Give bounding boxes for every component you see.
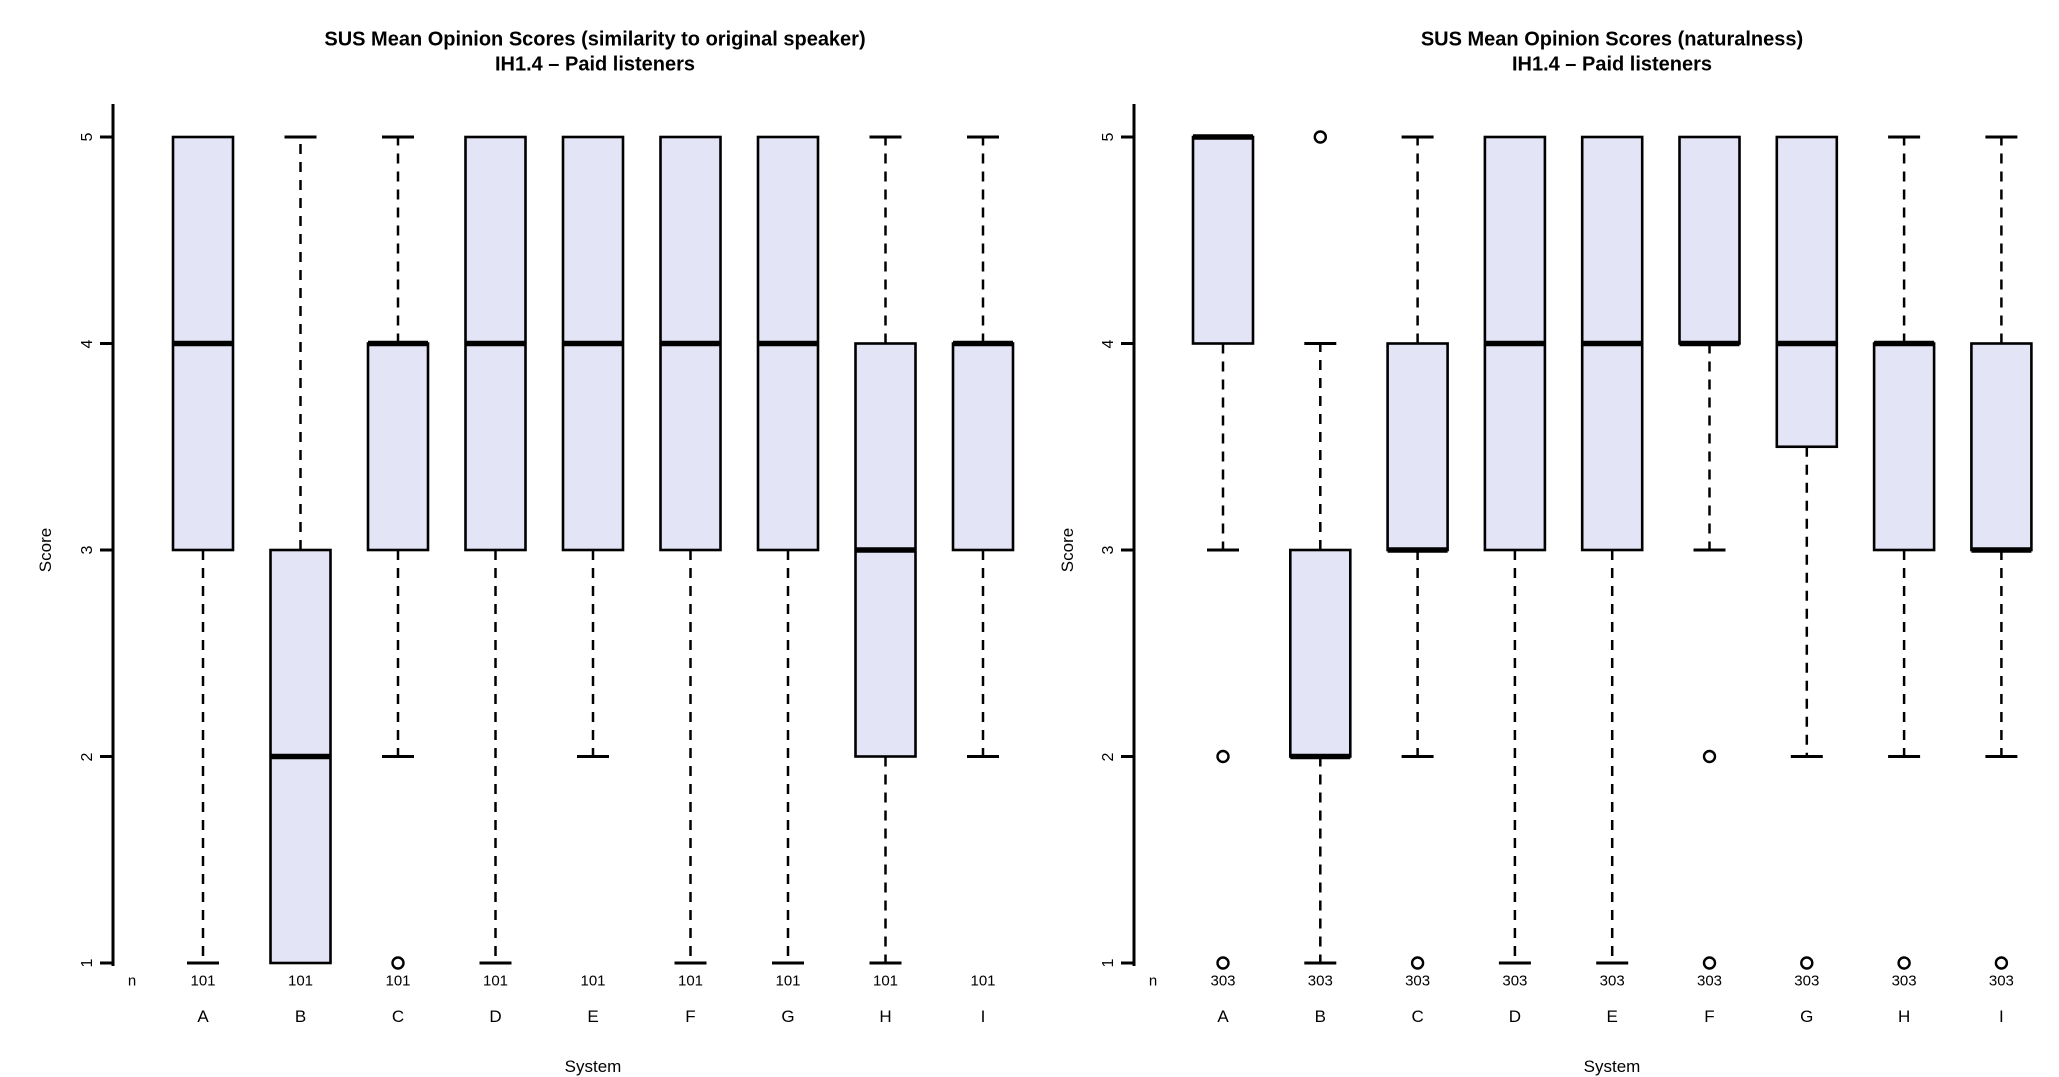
left-y-tick-label-5: 5 bbox=[79, 132, 96, 142]
right-category-label-A: A bbox=[1217, 1007, 1229, 1026]
box-left-C bbox=[366, 135, 430, 970]
iqr-box bbox=[1386, 342, 1449, 552]
box-right-D bbox=[1483, 135, 1547, 965]
left-category-label-C: C bbox=[391, 1007, 405, 1026]
right-x-axis-label: System bbox=[1583, 1057, 1641, 1076]
left-category-label-D: D bbox=[489, 1007, 502, 1026]
right-n-value-A: 303 bbox=[1210, 972, 1236, 990]
box-left-D bbox=[464, 135, 527, 965]
box-right-E bbox=[1580, 135, 1644, 965]
left-category-label-E: E bbox=[587, 1007, 599, 1026]
right-category-label-B: B bbox=[1314, 1007, 1326, 1026]
left-n-value-D: 101 bbox=[482, 972, 509, 990]
left-category-label-I: I bbox=[980, 1007, 986, 1026]
box-left-E bbox=[561, 135, 625, 758]
outlier-point bbox=[1897, 956, 1911, 970]
right-category-label-D: D bbox=[1508, 1007, 1522, 1026]
box-right-I bbox=[1970, 135, 2033, 970]
right-n-value-C: 303 bbox=[1405, 972, 1431, 990]
iqr-box bbox=[1289, 548, 1352, 758]
box-right-C bbox=[1386, 135, 1449, 970]
outlier-point bbox=[1313, 130, 1328, 144]
outlier-point bbox=[391, 956, 405, 970]
outlier-point bbox=[1702, 956, 1717, 970]
right-boxplot-panel bbox=[1121, 104, 2033, 970]
box-left-F bbox=[659, 135, 722, 965]
right-n-value-F: 303 bbox=[1696, 972, 1723, 990]
right-panel-title: SUS Mean Opinion Scores (naturalness) bbox=[1420, 28, 1804, 51]
left-y-tick-label-2: 2 bbox=[79, 752, 96, 761]
left-category-label-H: H bbox=[879, 1007, 892, 1026]
right-category-label-C: C bbox=[1411, 1007, 1424, 1026]
left-panel-title: SUS Mean Opinion Scores (similarity to o… bbox=[324, 28, 866, 51]
right-category-label-F: F bbox=[1704, 1007, 1715, 1026]
iqr-box bbox=[1678, 135, 1741, 345]
right-n-value-G: 303 bbox=[1794, 972, 1820, 990]
right-n-value-B: 303 bbox=[1307, 972, 1333, 990]
outlier-point bbox=[1216, 749, 1230, 764]
left-n-row-label: n bbox=[127, 972, 137, 990]
left-category-label-A: A bbox=[197, 1007, 209, 1026]
left-y-tick-label-1: 1 bbox=[79, 958, 96, 968]
iqr-box bbox=[1191, 135, 1255, 345]
right-y-axis-label: Score bbox=[1058, 527, 1077, 573]
right-y-tick-label-5: 5 bbox=[1100, 132, 1117, 142]
right-n-value-I: 303 bbox=[1988, 972, 2014, 990]
iqr-box bbox=[1872, 342, 1936, 552]
box-right-B bbox=[1289, 130, 1352, 965]
left-boxplot-panel bbox=[100, 104, 1015, 970]
left-n-value-C: 101 bbox=[385, 972, 411, 990]
right-category-label-G: G bbox=[1800, 1007, 1814, 1026]
left-n-value-B: 101 bbox=[287, 972, 314, 990]
box-left-I bbox=[951, 135, 1015, 758]
right-category-label-E: E bbox=[1606, 1007, 1618, 1026]
right-n-value-D: 303 bbox=[1502, 972, 1528, 990]
iqr-box bbox=[951, 342, 1015, 552]
right-category-label-H: H bbox=[1897, 1007, 1911, 1026]
box-right-G bbox=[1775, 135, 1839, 970]
left-panel-subtitle: IH1.4 – Paid listeners bbox=[494, 53, 696, 76]
left-y-tick-label-3: 3 bbox=[79, 545, 96, 555]
iqr-box bbox=[1775, 135, 1839, 449]
left-category-label-B: B bbox=[294, 1007, 307, 1026]
box-right-A bbox=[1191, 134, 1255, 970]
outlier-point bbox=[1216, 956, 1230, 970]
left-n-value-G: 101 bbox=[775, 972, 801, 990]
left-category-label-G: G bbox=[781, 1007, 795, 1026]
left-n-value-I: 101 bbox=[970, 972, 996, 990]
right-y-tick-label-4: 4 bbox=[1100, 339, 1117, 348]
right-category-label-I: I bbox=[1999, 1007, 2004, 1026]
right-n-row-label: n bbox=[1148, 972, 1158, 990]
iqr-box bbox=[366, 342, 430, 552]
outlier-point bbox=[1994, 956, 2009, 970]
left-x-axis-label: System bbox=[564, 1057, 622, 1076]
left-n-value-A: 101 bbox=[190, 972, 216, 990]
left-y-axis-label: Score bbox=[36, 527, 55, 573]
iqr-box bbox=[1970, 342, 2033, 552]
outlier-point bbox=[1410, 956, 1425, 970]
right-y-tick-label-1: 1 bbox=[1100, 958, 1117, 968]
left-n-value-F: 101 bbox=[677, 972, 704, 990]
right-y-tick-label-3: 3 bbox=[1100, 545, 1117, 555]
right-panel-subtitle: IH1.4 – Paid listeners bbox=[1511, 53, 1713, 76]
right-n-value-E: 303 bbox=[1599, 972, 1625, 990]
left-n-value-E: 101 bbox=[580, 972, 606, 990]
box-left-G bbox=[756, 135, 820, 965]
box-left-H bbox=[854, 135, 917, 965]
outlier-point bbox=[1800, 956, 1814, 970]
right-n-value-H: 303 bbox=[1891, 972, 1917, 990]
right-y-tick-label-2: 2 bbox=[1100, 752, 1117, 761]
outlier-point bbox=[1702, 749, 1717, 764]
box-left-A bbox=[171, 135, 235, 965]
box-right-F bbox=[1678, 135, 1741, 970]
left-y-tick-label-4: 4 bbox=[79, 339, 96, 348]
box-right-H bbox=[1872, 135, 1936, 970]
box-left-B bbox=[269, 135, 332, 965]
left-n-value-H: 101 bbox=[872, 972, 899, 990]
left-category-label-F: F bbox=[685, 1007, 696, 1026]
